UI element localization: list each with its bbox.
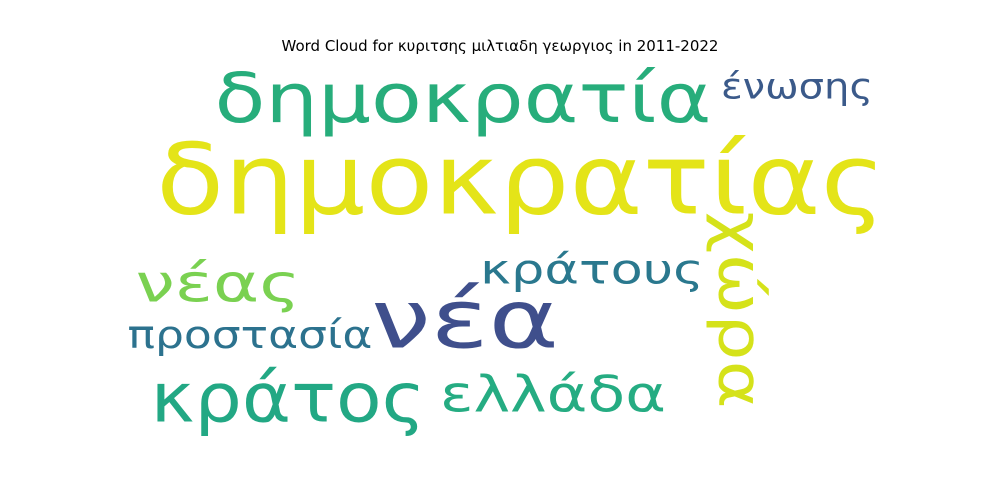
word-8: ελλάδα xyxy=(440,366,666,423)
word-5: κράτος xyxy=(151,358,426,437)
word-1: δημοκρατίας xyxy=(156,123,886,237)
word-6: νέας xyxy=(136,252,301,314)
word-3: νέα xyxy=(371,273,559,367)
word-10: ένωσης xyxy=(721,65,873,107)
word-7: κράτους xyxy=(480,246,704,294)
word-4: χώρα xyxy=(705,212,777,409)
chart-title: Word Cloud for κυριτσης μιλτιαδη γεωργιο… xyxy=(281,37,719,55)
word-9: προστασία xyxy=(128,313,373,358)
word-2: δημοκρατία xyxy=(215,58,712,138)
